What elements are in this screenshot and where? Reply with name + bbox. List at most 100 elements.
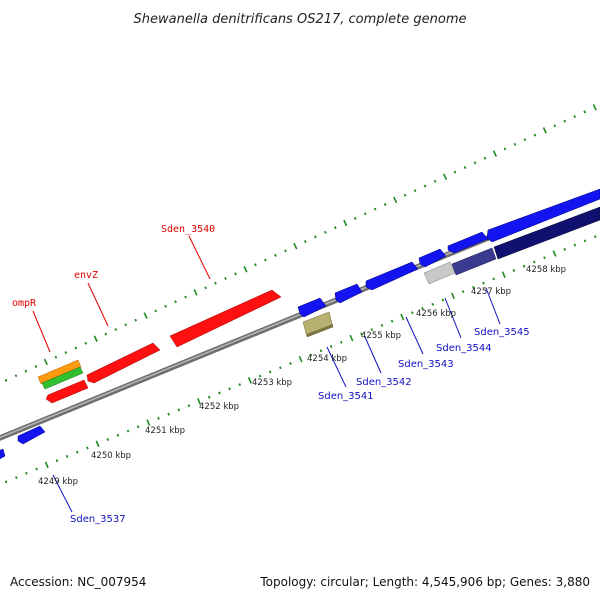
- upper-tick: [373, 207, 377, 211]
- gene-labels-top: ompR envZ Sden_3540: [12, 224, 215, 309]
- lower-tick: [552, 250, 557, 257]
- lower-tick: [177, 408, 181, 412]
- genes-blue: [0, 188, 600, 460]
- gene-Sden_3543[interactable]: [365, 261, 419, 291]
- lower-tick: [238, 383, 242, 387]
- lower-tick: [75, 450, 79, 454]
- upper-tick: [323, 230, 327, 234]
- upper-tick: [333, 226, 337, 230]
- gene-envZ[interactable]: [86, 342, 161, 384]
- leader-Sden_3537: [52, 474, 73, 513]
- upper-tick: [303, 239, 307, 244]
- gene-olive[interactable]: [302, 311, 334, 338]
- lower-tick: [86, 446, 89, 450]
- upper-tick: [592, 104, 597, 111]
- upper-tick: [553, 124, 557, 128]
- upper-tick: [363, 212, 367, 216]
- leader-ompR: [32, 310, 51, 353]
- upper-tick: [433, 179, 437, 183]
- lower-tick: [35, 467, 38, 471]
- upper-tick: [523, 138, 527, 142]
- lower-tick: [421, 307, 424, 310]
- upper-tick: [293, 242, 298, 250]
- lower-tick: [339, 340, 343, 344]
- label-envZ[interactable]: envZ: [74, 270, 98, 281]
- upper-tick: [164, 304, 167, 308]
- upper-tick: [174, 300, 177, 304]
- label-Sden_3540[interactable]: Sden_3540: [161, 224, 215, 235]
- label-Sden_3542[interactable]: Sden_3542: [356, 377, 412, 388]
- upper-tick: [264, 258, 267, 262]
- gene-Sden_3543b[interactable]: [418, 248, 447, 268]
- label-leaders: [32, 235, 501, 513]
- lower-tick: [146, 419, 151, 426]
- lower-tick: [380, 323, 384, 327]
- upper-tick: [124, 323, 128, 327]
- upper-tick: [64, 351, 68, 355]
- lower-tick: [512, 269, 516, 272]
- kbp-label-4256: 4256 kbp: [416, 309, 456, 319]
- lower-tick: [207, 395, 211, 399]
- lower-tick: [431, 302, 435, 306]
- lower-tick: [258, 374, 262, 378]
- gene-Sden_3545b[interactable]: [486, 188, 600, 243]
- lower-tick: [279, 366, 282, 370]
- upper-tick: [274, 253, 277, 257]
- gene-Sden_3544[interactable]: [423, 261, 456, 285]
- label-Sden_3543[interactable]: Sden_3543: [398, 359, 454, 370]
- leader-Sden_3545: [485, 287, 501, 325]
- gene-slate[interactable]: [451, 247, 497, 276]
- gene-navy[interactable]: [493, 206, 600, 260]
- label-Sden_3545[interactable]: Sden_3545: [474, 327, 530, 338]
- kbp-label-4255: 4255 kbp: [361, 331, 401, 341]
- lower-tick: [157, 416, 160, 420]
- lower-tick: [482, 281, 485, 285]
- lower-tick: [289, 361, 292, 365]
- label-Sden_3544[interactable]: Sden_3544: [436, 343, 492, 354]
- upper-tick: [74, 346, 78, 350]
- kbp-label-4257: 4257 kbp: [471, 287, 511, 297]
- lower-tick: [247, 377, 252, 384]
- gene-Sden_3537[interactable]: [17, 425, 46, 445]
- lower-tick: [461, 290, 465, 294]
- lower-tick: [44, 461, 49, 469]
- gene-Sden_3541[interactable]: [297, 297, 327, 318]
- gene-Sden_3545a[interactable]: [447, 231, 489, 254]
- topology-text: Topology: circular; Length: 4,545,906 bp…: [259, 575, 590, 589]
- lower-tick: [167, 412, 170, 416]
- upper-tick: [54, 355, 58, 359]
- lower-tick: [95, 440, 100, 448]
- gene-ompR[interactable]: [45, 379, 89, 404]
- gene-Sden_3542[interactable]: [334, 283, 363, 304]
- lower-tick: [218, 391, 221, 395]
- lower-tick: [116, 433, 120, 437]
- map-title: Shewanella denitrificans OS217, complete…: [134, 12, 467, 27]
- lower-tick: [411, 311, 414, 315]
- upper-tick: [563, 119, 567, 123]
- lower-tick: [197, 398, 202, 405]
- lower-tick: [583, 239, 587, 243]
- gene-left-edge[interactable]: [0, 448, 6, 460]
- upper-tick: [284, 249, 287, 253]
- leader-Sden_3541: [326, 346, 347, 388]
- upper-tick: [193, 289, 198, 296]
- tick-row-upper: [4, 104, 597, 382]
- tick-row-lower: [4, 235, 597, 484]
- lower-tick: [492, 277, 495, 281]
- lower-tick: [522, 264, 526, 268]
- lower-tick: [329, 345, 333, 348]
- gene-Sden_3540[interactable]: [169, 289, 282, 348]
- gene-orange[interactable]: [37, 359, 82, 385]
- label-Sden_3541[interactable]: Sden_3541: [318, 391, 374, 402]
- lower-tick: [501, 271, 506, 278]
- gene-green[interactable]: [41, 366, 84, 390]
- kbp-label-4253: 4253 kbp: [252, 378, 292, 388]
- lower-tick: [441, 298, 445, 302]
- lower-tick: [349, 334, 354, 342]
- label-Sden_3537[interactable]: Sden_3537: [70, 514, 126, 525]
- upper-tick: [483, 156, 487, 160]
- upper-tick: [473, 161, 477, 165]
- upper-tick: [492, 150, 498, 157]
- label-ompR[interactable]: ompR: [12, 298, 37, 309]
